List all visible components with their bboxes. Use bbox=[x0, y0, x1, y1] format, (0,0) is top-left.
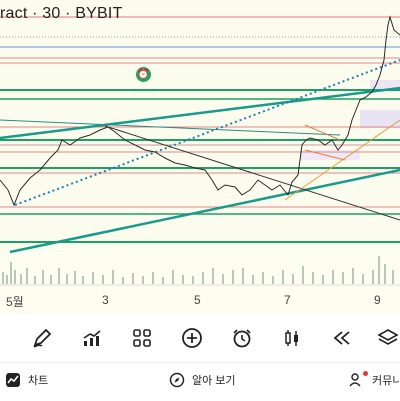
price-chart[interactable]: ract · 30 · BYBIT ⏰ 5월 3 5 7 9 bbox=[0, 0, 400, 314]
candles-icon[interactable] bbox=[278, 324, 306, 352]
chart-line-icon bbox=[4, 371, 22, 389]
nav-community[interactable]: 커뮤니 bbox=[348, 371, 400, 389]
chart-icon[interactable] bbox=[78, 324, 106, 352]
trend-line bbox=[104, 125, 400, 221]
nav-chart-label: 차트 bbox=[28, 375, 49, 387]
compass-icon bbox=[168, 371, 186, 389]
chart-canvas bbox=[0, 0, 400, 286]
people-icon bbox=[348, 371, 368, 389]
x-axis-label: 5 bbox=[194, 293, 201, 307]
trend-line bbox=[14, 59, 400, 206]
rewind-icon[interactable] bbox=[328, 324, 356, 352]
x-axis-label: 5월 bbox=[6, 295, 24, 309]
nav-explore[interactable]: 알아 보기 bbox=[168, 371, 236, 389]
x-axis-label: 7 bbox=[284, 293, 291, 307]
bottom-navigation: 차트 알아 보기 커뮤니 bbox=[0, 362, 400, 401]
chart-toolbar bbox=[0, 316, 400, 360]
nav-explore-label: 알아 보기 bbox=[192, 375, 236, 387]
trend-line bbox=[0, 86, 400, 140]
layers-icon[interactable] bbox=[374, 324, 400, 352]
price-line bbox=[0, 15, 400, 207]
nav-community-label: 커뮤니 bbox=[372, 375, 400, 387]
x-axis-label: 3 bbox=[102, 293, 109, 307]
trend-line bbox=[304, 149, 346, 161]
x-axis-label: 9 bbox=[374, 293, 381, 307]
alarm-clock-icon[interactable]: ⏰ bbox=[136, 67, 151, 82]
chart-title[interactable]: ract · 30 · BYBIT bbox=[0, 5, 123, 22]
zone-box bbox=[360, 110, 400, 128]
alarm-clock-icon[interactable] bbox=[228, 324, 256, 352]
trend-line bbox=[284, 119, 400, 201]
trend-line bbox=[304, 124, 341, 141]
nav-chart[interactable]: 차트 bbox=[4, 371, 48, 389]
volume-bars bbox=[2, 256, 394, 284]
pen-icon[interactable] bbox=[28, 324, 56, 352]
zone-box bbox=[300, 150, 360, 160]
notification-dot bbox=[363, 371, 368, 376]
plus-icon[interactable] bbox=[178, 324, 206, 352]
trend-line bbox=[9, 168, 400, 254]
chart-plot-area bbox=[0, 0, 400, 250]
trend-line bbox=[0, 119, 341, 136]
grid-icon[interactable] bbox=[128, 324, 156, 352]
